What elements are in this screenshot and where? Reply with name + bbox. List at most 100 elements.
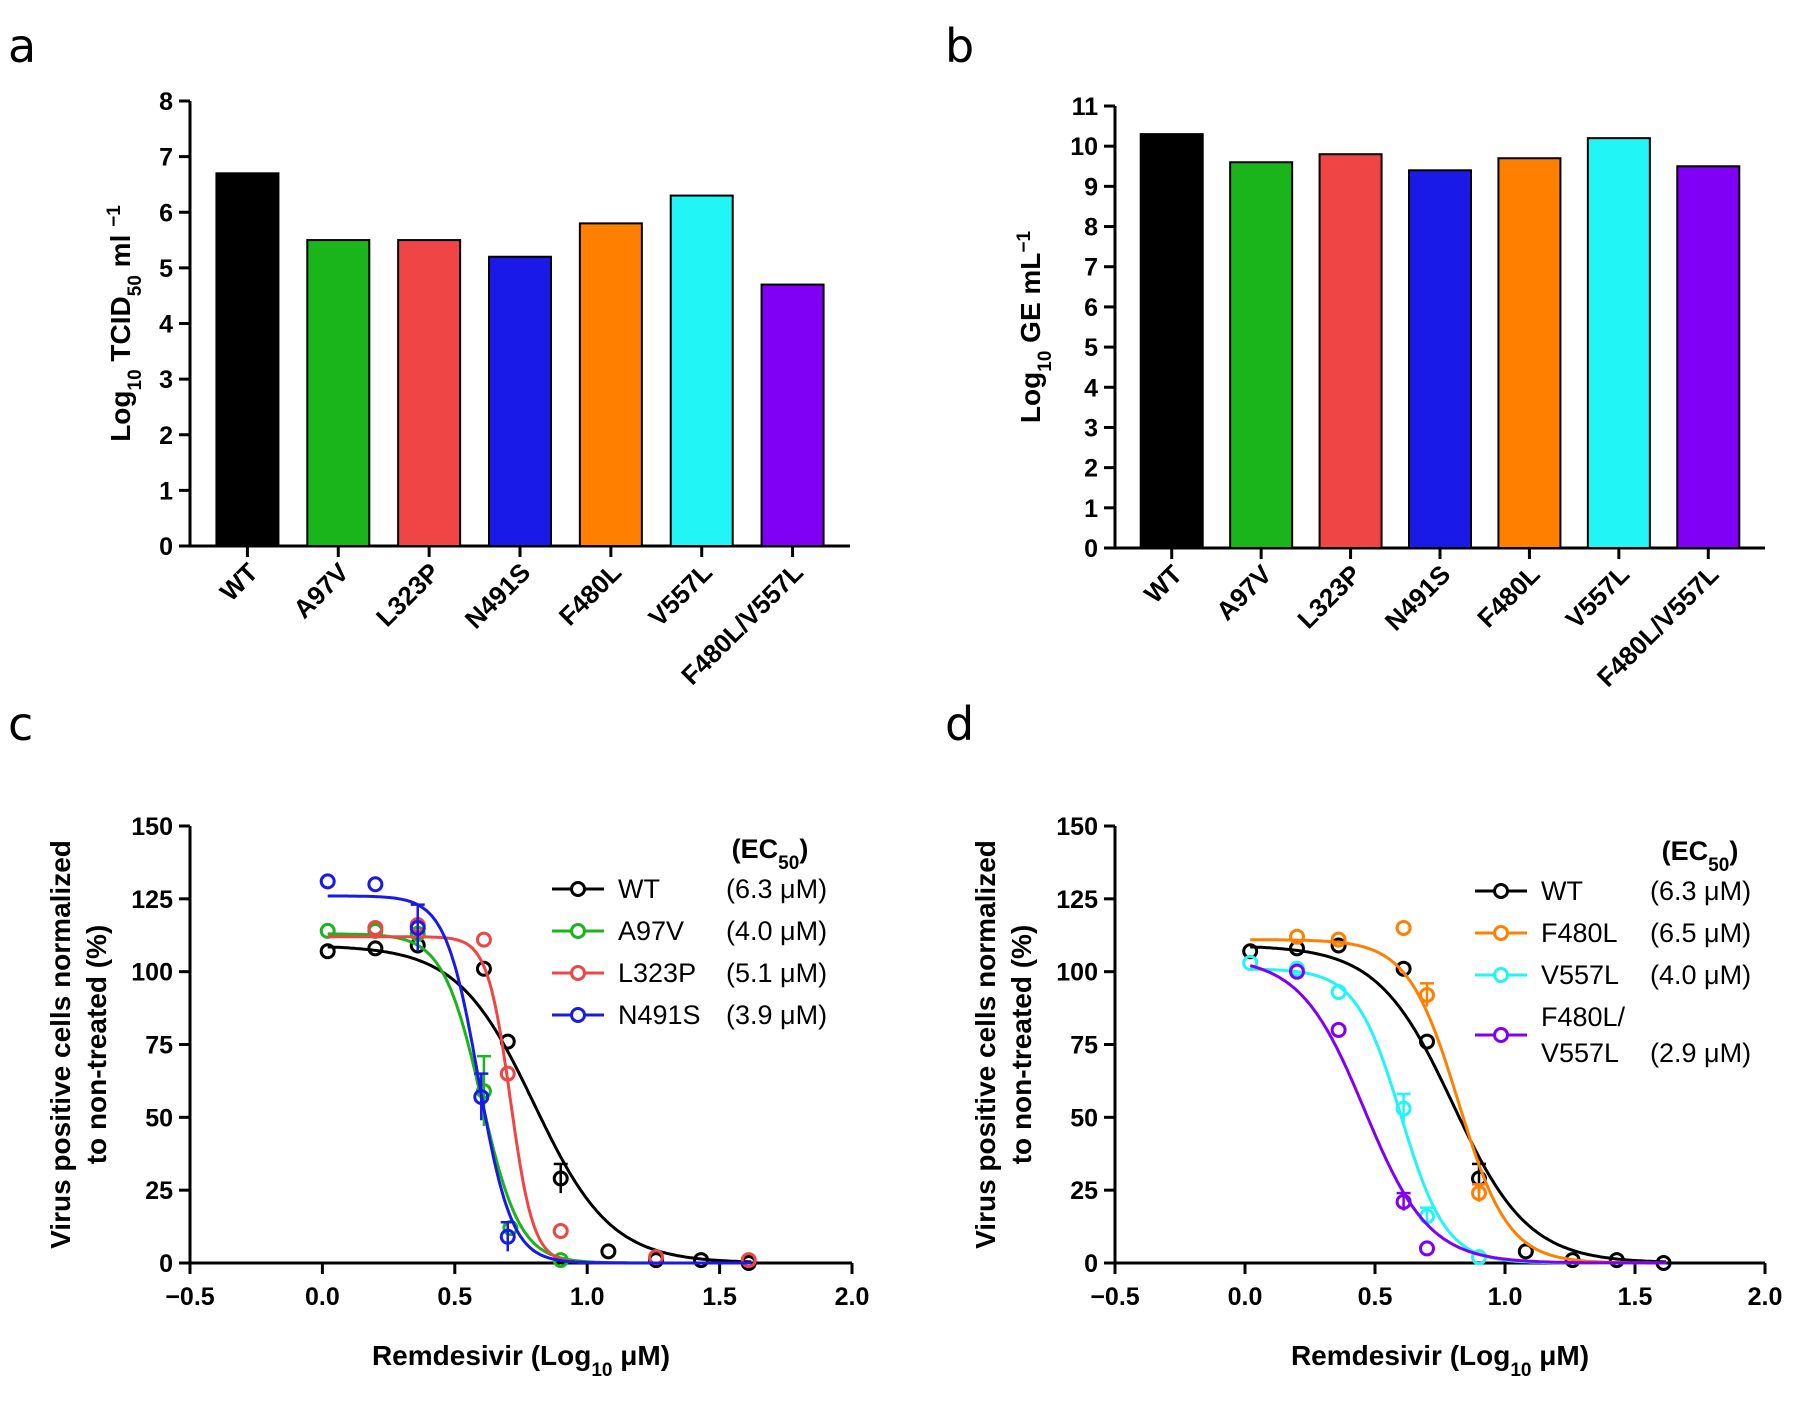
y-tick-label: 1 (1084, 495, 1098, 523)
y-axis-label-line: to non-treated (%) (81, 925, 112, 1165)
y-tick-label: 0 (159, 1250, 173, 1278)
x-tick-label: 2.0 (1748, 1283, 1783, 1311)
legend-label-wt: WT (618, 874, 660, 904)
legend-ec50-a97v: (4.0 μM) (726, 916, 827, 946)
y-tick-label: 7 (1084, 254, 1098, 282)
legend-marker-a97v (570, 923, 586, 939)
category-label: N491S (459, 557, 536, 634)
category-label: L323P (370, 557, 445, 632)
y-tick-label: 3 (1084, 414, 1098, 442)
y-tick-label: 0 (1084, 535, 1098, 563)
legend-ec50-f480l: (6.5 μM) (1650, 918, 1751, 948)
y-tick-label: 100 (1056, 959, 1098, 987)
point-l323p (499, 1065, 516, 1082)
point-f480l (1419, 986, 1435, 1003)
x-tick-label: 1.5 (1618, 1283, 1653, 1311)
point-f480lv557l (1419, 1240, 1435, 1257)
point-wt (367, 940, 384, 957)
legend-marker-wt (1493, 883, 1509, 899)
x-tick-label: −0.5 (165, 1283, 214, 1311)
y-tick-label: 5 (1084, 334, 1098, 362)
y-tick-label: 2 (1084, 455, 1098, 483)
point-f480l (1330, 931, 1347, 948)
legend-label-f480lv557l: V557L (1541, 1038, 1619, 1068)
point-n491s (499, 1228, 516, 1245)
legend-ec50-wt: (6.3 μM) (726, 874, 827, 904)
curve-wt (327, 945, 752, 1264)
bar-v557l (1586, 137, 1651, 550)
point-a97v (319, 922, 336, 939)
bar-chart-b: 0 1 2 3 4 5 6 7 8 9 10 11 WT A97V L323P N491S F480L V557L… (1014, 93, 1765, 693)
point-f480l (1471, 1185, 1487, 1202)
legend-title: (EC50) (1662, 836, 1739, 876)
category-label: V557L (1560, 559, 1635, 634)
panel-label-a: a (8, 19, 36, 73)
legend-marker-wt (570, 881, 586, 897)
bar-f480l (1497, 157, 1562, 549)
curve-chart-d: 0 25 50 75 100 125 150 −0.5 0.0 0.5 1.0 1.5 2.0 Remde… (970, 813, 1782, 1381)
y-tick-label: 6 (159, 199, 173, 227)
x-tick-label: 0.5 (437, 1283, 472, 1311)
legend-label-v557l: V557L (1541, 960, 1619, 990)
y-tick-label: 50 (1070, 1104, 1098, 1132)
category-label: V557L (643, 557, 718, 632)
point-wt (1419, 1033, 1435, 1050)
y-tick-label: 4 (159, 311, 173, 339)
point-f480l (1289, 928, 1305, 945)
x-axis-label: Remdesivir (Log10 μM) (1291, 1340, 1589, 1381)
point-l323p (740, 1252, 757, 1269)
legend-ec50-l323p: (5.1 μM) (726, 958, 827, 988)
bar-n491s (1408, 169, 1472, 549)
category-label: WT (214, 557, 264, 607)
point-l323p (367, 919, 384, 936)
y-tick-label: 125 (1056, 886, 1098, 914)
x-axis-label: Remdesivir (Log10 μM) (372, 1340, 670, 1381)
point-f480lv557l (1395, 1193, 1412, 1210)
point-n491s (319, 873, 336, 890)
point-f480lv557l (1330, 1021, 1347, 1038)
legend-label-f480lv557l: F480L/ (1541, 1002, 1626, 1032)
point-f480l (1395, 919, 1412, 936)
y-tick-label: 4 (1084, 374, 1098, 402)
y-tick-label: 7 (159, 144, 173, 172)
panel-label-b: b (945, 19, 974, 73)
bar-l323p (1318, 153, 1383, 550)
category-label: F480L (1471, 559, 1545, 633)
y-axis-label-line: to non-treated (%) (1006, 925, 1037, 1165)
bar-wt (215, 172, 280, 547)
bar-a97v (306, 239, 371, 547)
x-tick-label: 0.0 (1228, 1283, 1263, 1311)
y-tick-label: 150 (131, 813, 173, 841)
bar-f480l (578, 222, 643, 547)
y-tick-label: 100 (131, 959, 173, 987)
bar-n491s (488, 255, 552, 547)
point-n491s (473, 1088, 490, 1105)
category-label: N491S (1379, 559, 1456, 636)
y-tick-label: 2 (159, 422, 173, 450)
y-tick-label: 11 (1072, 93, 1099, 121)
legend-ec50-v557l: (4.0 μM) (1650, 960, 1751, 990)
legend-title: (EC50) (732, 834, 809, 874)
point-v557l (1330, 984, 1347, 1001)
bar-l323p (397, 239, 462, 547)
bar-v557l (669, 194, 734, 547)
y-axis-label: Log10 TCID50 ml −1 (104, 205, 146, 442)
point-v557l (1395, 1100, 1412, 1117)
x-tick-label: 0.5 (1358, 1283, 1393, 1311)
point-wt (600, 1243, 617, 1260)
category-label: A97V (1210, 559, 1278, 627)
y-axis-label-line: Virus positive cells normalized (970, 840, 1001, 1249)
point-l323p (552, 1222, 569, 1239)
x-tick-label: 1.5 (702, 1283, 737, 1311)
panel-label-d: d (945, 697, 974, 751)
point-wt (552, 1170, 569, 1187)
y-tick-label: 25 (145, 1177, 173, 1205)
panel-label-c: c (8, 697, 33, 751)
curve-f480lv557l (1249, 964, 1667, 1265)
point-wt (1517, 1243, 1534, 1260)
bar-f480l-v557l (760, 283, 825, 547)
y-tick-label: 3 (159, 366, 173, 394)
point-f480lv557l (1289, 963, 1305, 980)
legend-ec50-n491s: (3.9 μM) (726, 1000, 827, 1030)
